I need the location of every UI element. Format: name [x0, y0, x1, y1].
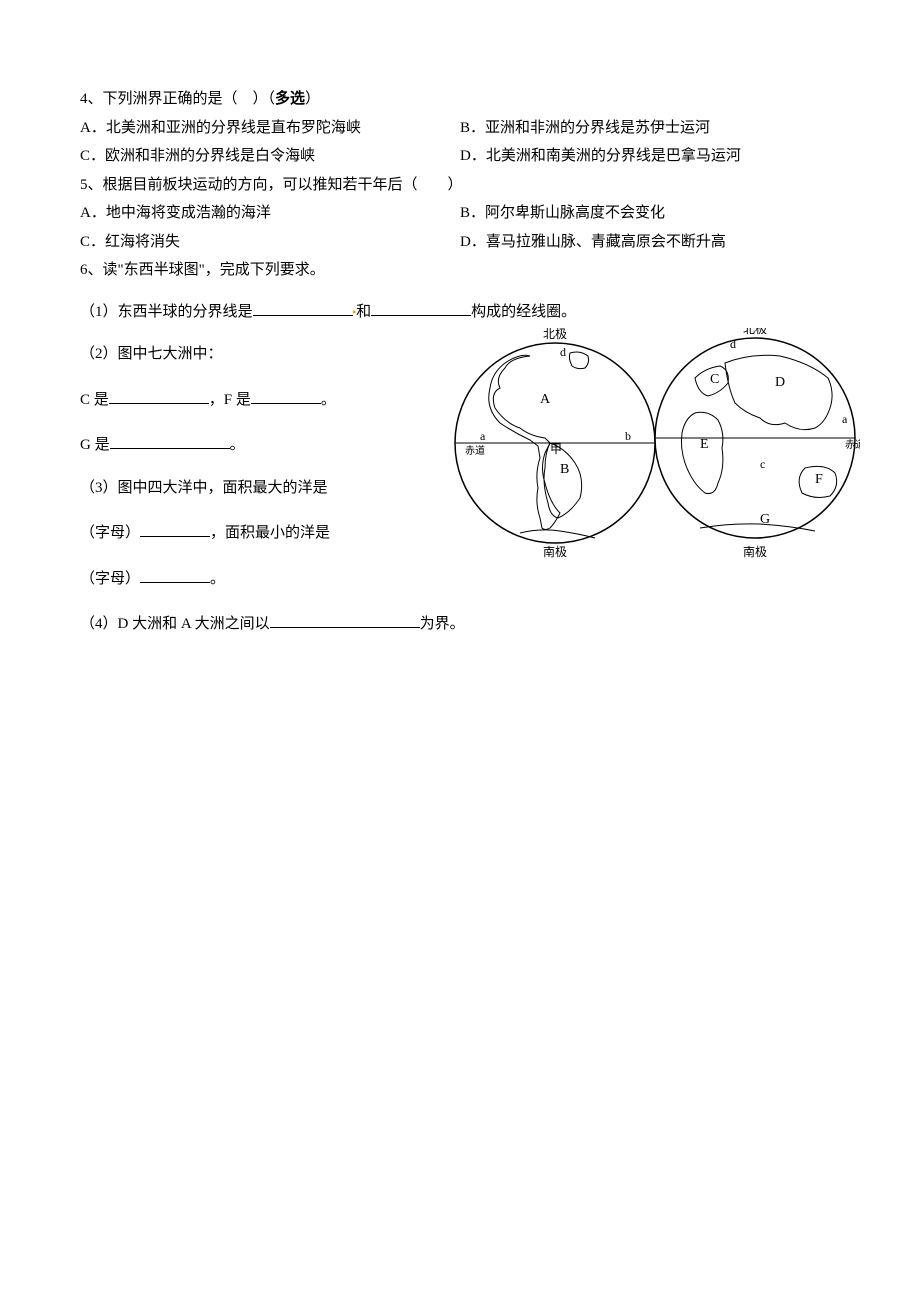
label-c: c [760, 457, 765, 471]
blank-1b[interactable] [371, 298, 471, 316]
q6-part2-g: G 是 。 [80, 431, 430, 457]
q4-opt-d: D．北美洲和南美洲的分界线是巴拿马运河 [460, 145, 840, 168]
blank-g[interactable] [110, 431, 230, 449]
q6-part3: （3）图中四大洋中，面积最大的洋是 [80, 477, 430, 500]
map-svg: 北极 北极 南极 南极 赤道 赤道 A B C D E F G a a b c … [450, 328, 860, 558]
label-A: A [540, 392, 551, 407]
q5-row1: A．地中海将变成浩瀚的海洋 B．阿尔卑斯山脉高度不会变化 [80, 202, 840, 225]
blank-4[interactable] [270, 610, 420, 628]
q5-row2: C．红海将消失 D．喜马拉雅山脉、青藏高原会不断升高 [80, 231, 840, 254]
q5-opt-d: D．喜马拉雅山脉、青藏高原会不断升高 [460, 231, 840, 254]
blank-c[interactable] [109, 386, 209, 404]
q6-part2-cf: C 是 ，F 是 。 [80, 386, 430, 412]
q4-row2: C．欧洲和非洲的分界线是白令海峡 D．北美洲和南美洲的分界线是巴拿马运河 [80, 145, 840, 168]
label-south1: 南极 [543, 544, 567, 558]
label-north2: 北极 [743, 328, 767, 336]
q6-part1-pre: （1）东西半球的分界线是 [80, 304, 253, 320]
label-G: G [760, 512, 770, 527]
q6-part4-pre: （4）D 大洲和 A 大洲之间以 [80, 616, 270, 632]
label-jia: 甲 [550, 442, 562, 456]
q6-part2: （2）图中七大洲中： [80, 343, 430, 366]
label-equator2: 赤道 [845, 438, 860, 451]
q6-f-label: ，F 是 [209, 392, 251, 408]
q4-opt-b: B．亚洲和非洲的分界线是苏伊士运河 [460, 117, 840, 140]
label-d: d [560, 345, 566, 359]
q6-text: 6、读"东西半球图"，完成下列要求。 [80, 259, 840, 282]
q4-opt-c: C．欧洲和非洲的分界线是白令海峡 [80, 145, 460, 168]
q6-part3-letter2: （字母） 。 [80, 565, 430, 591]
q6-letter1-label: （字母） [80, 525, 140, 541]
label-b: b [625, 429, 631, 443]
q6-cf-period: 。 [321, 392, 336, 408]
q5-text: 5、根据目前板块运动的方向，可以推知若干年后（ ） [80, 174, 840, 197]
label-C: C [710, 372, 719, 387]
q6-part1-mid: 和 [356, 304, 371, 320]
label-equator1: 赤道 [465, 444, 485, 457]
q6-part3-mid: ，面积最小的洋是 [210, 525, 330, 541]
q6-left-column: （2）图中七大洲中： C 是，F 是。 G 是。 （3）图中四大洋中，面积最大的… [80, 343, 430, 590]
q5-opt-b: B．阿尔卑斯山脉高度不会变化 [460, 202, 840, 225]
blank-letter1[interactable] [140, 519, 210, 537]
q6-part4: （4）D 大洲和 A 大洲之间以 为界。 [80, 610, 840, 636]
label-d2: d [730, 337, 736, 351]
q5-opt-a: A．地中海将变成浩瀚的海洋 [80, 202, 460, 225]
q6-g-period: 。 [230, 437, 245, 453]
q4-multi: 多选 [275, 91, 305, 107]
q6-letter2-period: 。 [210, 571, 225, 587]
label-E: E [700, 437, 709, 452]
q6-part1: （1）东西半球的分界线是▪和构成的经线圈。 [80, 298, 840, 324]
label-B: B [560, 462, 569, 477]
q6-container: （1）东西半球的分界线是▪和构成的经线圈。 [80, 298, 840, 636]
q6-part4-post: 为界。 [420, 616, 465, 632]
q6-c-label: C 是 [80, 392, 109, 408]
blank-f[interactable] [251, 386, 321, 404]
q6-g-label: G 是 [80, 437, 110, 453]
blank-1a[interactable] [253, 298, 353, 316]
label-north1: 北极 [543, 328, 567, 341]
label-F: F [815, 472, 823, 487]
hemisphere-map: 北极 北极 南极 南极 赤道 赤道 A B C D E F G a a b c … [450, 328, 860, 566]
q6-part3-letter1: （字母） ，面积最小的洋是 [80, 519, 430, 545]
q4-text: 4、下列洲界正确的是（ ）（多选） [80, 88, 840, 111]
label-D: D [775, 375, 785, 390]
label-a: a [480, 429, 486, 443]
q4-opt-a: A．北美洲和亚洲的分界线是直布罗陀海峡 [80, 117, 460, 140]
q4-close: ） [305, 91, 320, 107]
q6-letter2-label: （字母） [80, 571, 140, 587]
label-a2: a [842, 412, 848, 426]
q4-stem: 4、下列洲界正确的是（ ）（ [80, 91, 275, 107]
q5-opt-c: C．红海将消失 [80, 231, 460, 254]
blank-letter2[interactable] [140, 565, 210, 583]
label-south2: 南极 [743, 544, 767, 558]
q6-part1-post: 构成的经线圈。 [471, 304, 576, 320]
q4-row1: A．北美洲和亚洲的分界线是直布罗陀海峡 B．亚洲和非洲的分界线是苏伊士运河 [80, 117, 840, 140]
